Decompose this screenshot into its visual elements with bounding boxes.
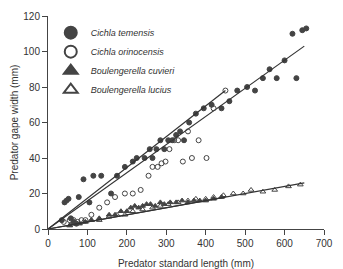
- svg-text:20: 20: [29, 188, 41, 199]
- svg-text:Boulengerella lucius: Boulengerella lucius: [91, 85, 172, 95]
- svg-text:40: 40: [29, 153, 41, 164]
- svg-text:400: 400: [197, 238, 214, 249]
- svg-text:700: 700: [316, 238, 333, 249]
- svg-text:300: 300: [158, 238, 175, 249]
- svg-text:60: 60: [29, 117, 41, 128]
- svg-text:Predator gape width (mm): Predator gape width (mm): [9, 65, 20, 181]
- svg-text:80: 80: [29, 82, 41, 93]
- svg-text:Boulengerella cuvieri: Boulengerella cuvieri: [91, 66, 176, 76]
- svg-text:600: 600: [276, 238, 293, 249]
- svg-text:100: 100: [23, 46, 40, 57]
- svg-text:200: 200: [119, 238, 136, 249]
- svg-text:0: 0: [34, 224, 40, 235]
- svg-text:0: 0: [45, 238, 51, 249]
- svg-text:100: 100: [79, 238, 96, 249]
- svg-text:Cichla orinocensis: Cichla orinocensis: [91, 47, 165, 57]
- svg-text:Cichla temensis: Cichla temensis: [91, 28, 155, 38]
- svg-text:Predator standard length (mm): Predator standard length (mm): [118, 258, 254, 269]
- svg-text:120: 120: [23, 11, 40, 22]
- svg-text:500: 500: [237, 238, 254, 249]
